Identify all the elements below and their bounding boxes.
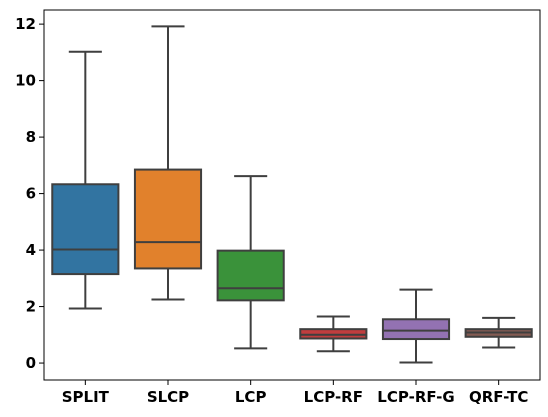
box-iqr [381,318,451,341]
y-tick-label: 12 [15,15,36,33]
y-axis: 0 2 4 6 8 10 12 [15,15,44,372]
box-iqr [216,249,285,302]
y-tick-label: 6 [26,185,36,203]
x-tick-label-slcp: SLCP [147,388,189,406]
box-lcp-rf [299,315,368,353]
box-lcp [216,175,285,350]
x-tick-label-qrf-tc: QRF-TC [469,388,528,406]
y-tick-label: 8 [26,128,36,146]
x-axis: SPLIT SLCP LCP LCP-RF LCP-RF-G QRF-TC [62,380,528,406]
y-tick-label: 2 [26,298,36,316]
box-iqr [51,183,120,276]
y-tick-label: 0 [26,354,36,372]
x-tick-label-lcp-rf-g: LCP-RF-G [377,388,454,406]
box-qrf-tc [464,316,533,349]
x-tick-label-split: SPLIT [62,388,110,406]
x-tick-label-lcp: LCP [235,388,267,406]
box-split [51,50,120,310]
boxes [51,25,533,364]
y-tick-label: 10 [15,72,36,90]
box-lcp-rf-g [381,288,451,364]
y-tick-label: 4 [26,241,36,259]
box-iqr [133,168,203,270]
box-slcp [133,25,203,301]
plot-frame [43,9,541,381]
x-tick-label-lcp-rf: LCP-RF [304,388,363,406]
